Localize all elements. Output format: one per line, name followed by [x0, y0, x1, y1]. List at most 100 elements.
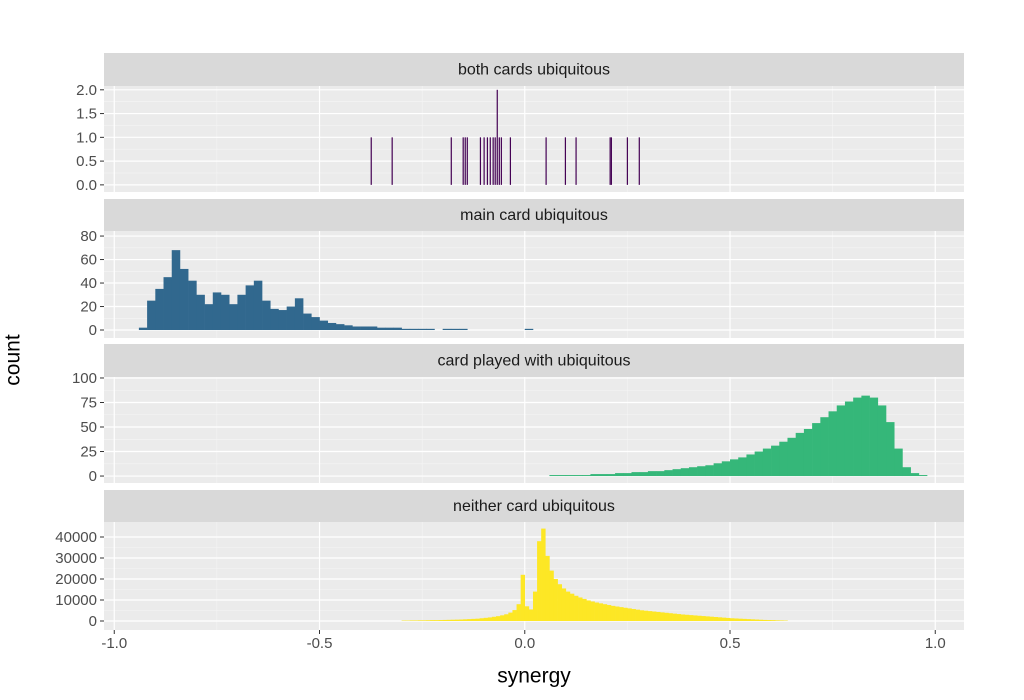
bar [495, 137, 496, 185]
histogram-bar [180, 269, 189, 330]
histogram-bar [402, 329, 411, 330]
histogram-bar [480, 618, 484, 621]
histogram-bar [878, 405, 887, 476]
histogram-bar [726, 618, 730, 621]
y-tick-label: 2.0 [76, 82, 97, 99]
histogram-bar [336, 324, 345, 330]
histogram-bar [467, 619, 471, 621]
x-tick-label: 0.5 [720, 635, 741, 652]
histogram-bar [328, 323, 337, 330]
histogram-bar [755, 620, 759, 621]
histogram-bar [570, 594, 574, 621]
histogram-bar [738, 619, 742, 621]
histogram-bar [496, 616, 500, 621]
bar [484, 137, 485, 185]
histogram-bar [410, 620, 414, 621]
histogram-bar [361, 326, 370, 330]
histogram-bar [517, 604, 521, 621]
bar [627, 137, 628, 185]
histogram-bar [463, 619, 467, 621]
histogram-bar [164, 277, 173, 330]
bar [610, 137, 611, 185]
histogram-bar [660, 612, 664, 621]
histogram-bar [586, 600, 590, 621]
histogram-bar [763, 449, 772, 476]
histogram-bar [623, 608, 627, 621]
histogram-bar [254, 281, 263, 330]
histogram-bar [714, 617, 718, 621]
histogram-bar [685, 615, 689, 621]
histogram-bar [529, 609, 533, 621]
histogram-bar [553, 579, 557, 621]
histogram-bar [418, 329, 427, 330]
x-tick-label: -0.5 [307, 635, 333, 652]
histogram-bar [870, 398, 879, 476]
histogram-bar [459, 329, 468, 330]
histogram-bar [697, 616, 701, 621]
histogram-bar [455, 620, 459, 621]
histogram-bar [525, 606, 529, 621]
histogram-bar [902, 467, 911, 476]
histogram-bar [549, 571, 553, 621]
histogram-bar [213, 292, 222, 330]
histogram-bar [705, 616, 709, 621]
histogram-bar [759, 620, 763, 621]
histogram-bar [681, 614, 685, 621]
bar [501, 137, 502, 185]
histogram-bar [718, 617, 722, 621]
bar [465, 137, 466, 185]
histogram-bar [295, 298, 304, 330]
histogram-bar [615, 473, 624, 476]
histogram-bar [640, 472, 649, 476]
histogram-bar [492, 617, 496, 621]
y-tick-label: 20 [80, 298, 97, 315]
histogram-bar [270, 309, 279, 330]
histogram-bar [755, 452, 764, 477]
y-tick-label: 30000 [55, 550, 97, 567]
histogram-bar [689, 467, 698, 476]
histogram-bar [746, 619, 750, 621]
histogram-bar [582, 475, 591, 476]
histogram-bar [471, 619, 475, 621]
bar [497, 90, 498, 185]
bar [639, 137, 640, 185]
histogram-bar [541, 529, 545, 621]
histogram-bar [607, 605, 611, 621]
y-tick-label: 0 [89, 322, 97, 339]
histogram-bar [414, 620, 418, 621]
histogram-bar [730, 459, 739, 476]
histogram-bar [751, 619, 755, 621]
x-tick-label: -1.0 [101, 635, 127, 652]
histogram-bar [344, 325, 353, 330]
bar [480, 137, 481, 185]
histogram-bar [627, 608, 631, 621]
histogram-bar [500, 615, 504, 621]
bar [487, 137, 488, 185]
bar [490, 137, 491, 185]
histogram-bar [418, 620, 422, 621]
histogram-bar [229, 304, 238, 330]
y-tick-label: 0 [89, 468, 97, 485]
bar [546, 137, 547, 185]
y-tick-label: 25 [80, 443, 97, 460]
histogram-bar [603, 604, 607, 621]
strip-title: neither card ubiquitous [453, 498, 615, 515]
histogram-bar [430, 620, 434, 621]
histogram-bar [459, 620, 463, 621]
histogram-bar [278, 310, 287, 330]
histogram-bar [172, 250, 181, 330]
histogram-bar [804, 429, 813, 476]
histogram-bar [701, 616, 705, 621]
histogram-bar [410, 329, 419, 330]
histogram-bar [205, 304, 214, 330]
histogram-bar [796, 433, 805, 476]
histogram-bar [484, 618, 488, 621]
histogram-bar [812, 423, 821, 476]
histogram-bar [689, 615, 693, 621]
histogram-bar [377, 328, 386, 330]
histogram-bar [287, 307, 296, 330]
histogram-bar [508, 613, 512, 621]
histogram-bar [652, 612, 656, 621]
histogram-bar [566, 475, 575, 476]
histogram-bar [155, 289, 164, 330]
